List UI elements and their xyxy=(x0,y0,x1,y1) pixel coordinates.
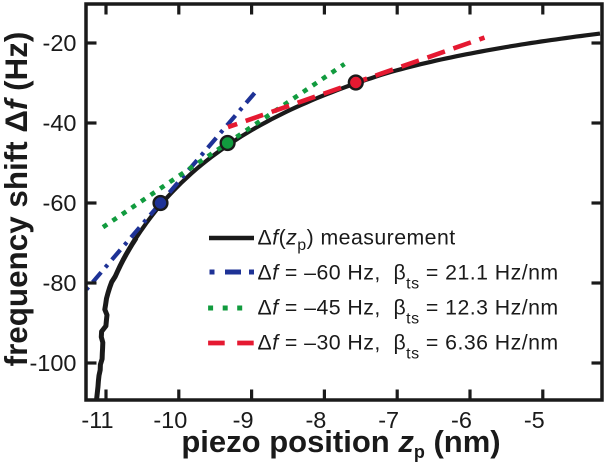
svg-text:-10: -10 xyxy=(153,407,187,433)
svg-text:-9: -9 xyxy=(233,407,254,433)
svg-text:-7: -7 xyxy=(378,407,399,433)
svg-text:-100: -100 xyxy=(29,350,76,376)
svg-text:-8: -8 xyxy=(305,407,326,433)
svg-text:piezo position zp (nm): piezo position zp (nm) xyxy=(181,424,500,462)
svg-text:-11: -11 xyxy=(81,407,113,433)
svg-text:Δf(zp) measurement: Δf(zp) measurement xyxy=(258,226,456,255)
svg-text:-5: -5 xyxy=(524,407,545,433)
svg-text:-20: -20 xyxy=(43,30,77,56)
svg-text:-40: -40 xyxy=(43,110,77,136)
svg-text:-80: -80 xyxy=(43,270,77,296)
svg-text:-60: -60 xyxy=(43,190,77,216)
svg-text:-6: -6 xyxy=(451,407,472,433)
svg-text:frequency shift Δf (Hz): frequency shift Δf (Hz) xyxy=(0,32,34,367)
